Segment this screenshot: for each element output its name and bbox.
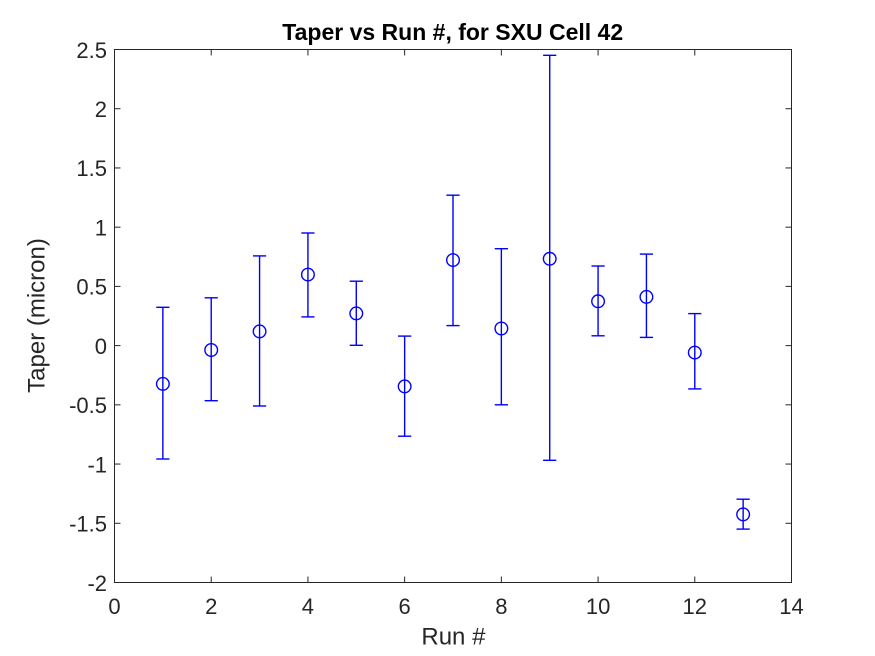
- svg-text:Taper vs Run #, for SXU Cell 4: Taper vs Run #, for SXU Cell 42: [282, 19, 623, 45]
- svg-text:-0.5: -0.5: [69, 393, 107, 418]
- svg-text:Run #: Run #: [421, 624, 486, 651]
- svg-text:8: 8: [495, 594, 507, 619]
- svg-text:1.5: 1.5: [76, 156, 107, 181]
- svg-text:10: 10: [586, 594, 610, 619]
- svg-text:2.5: 2.5: [76, 38, 107, 63]
- svg-text:0: 0: [95, 334, 107, 359]
- svg-text:0.5: 0.5: [76, 275, 107, 300]
- svg-text:6: 6: [399, 594, 411, 619]
- svg-text:Taper (micron): Taper (micron): [24, 238, 51, 393]
- svg-text:-1: -1: [87, 452, 107, 477]
- svg-text:2: 2: [95, 97, 107, 122]
- svg-text:4: 4: [302, 594, 314, 619]
- svg-text:14: 14: [779, 594, 803, 619]
- svg-text:12: 12: [683, 594, 707, 619]
- svg-text:1: 1: [95, 216, 107, 241]
- svg-text:-2: -2: [87, 571, 107, 596]
- svg-text:-1.5: -1.5: [69, 512, 107, 537]
- svg-text:2: 2: [205, 594, 217, 619]
- svg-text:0: 0: [108, 594, 120, 619]
